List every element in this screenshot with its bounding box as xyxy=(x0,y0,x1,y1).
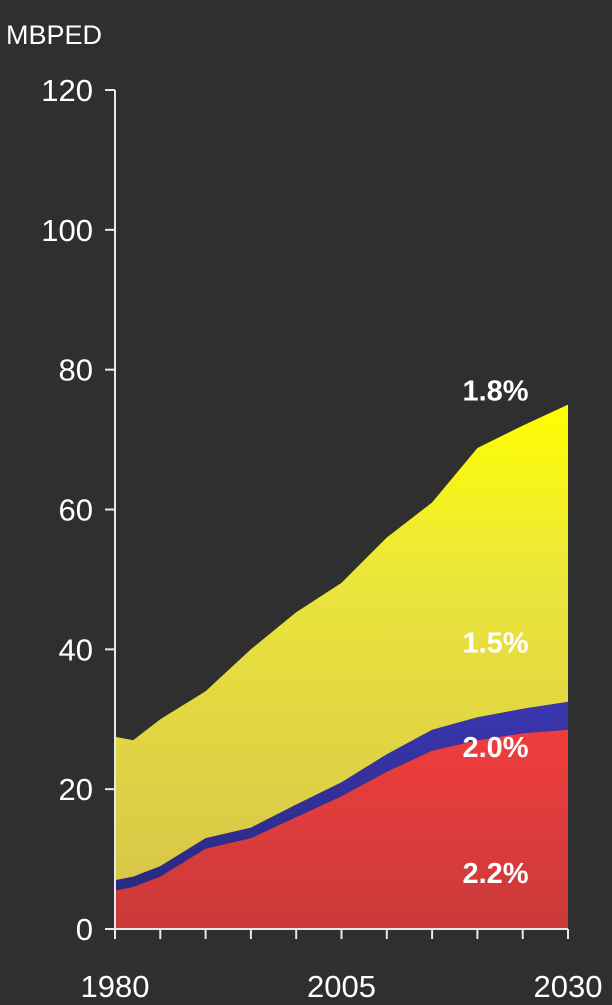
area-series-1 xyxy=(115,701,568,891)
y-unit-label: MBPED xyxy=(6,20,102,50)
y-tick-label: 60 xyxy=(59,493,93,528)
ticks-layer: 0 20 40 60 80 100 120 1980 2005 2030 xyxy=(41,73,602,1004)
area-series-0 xyxy=(115,729,568,929)
y-tick-label: 120 xyxy=(41,73,93,108)
series-blue-growth-label: 2.0% xyxy=(462,732,528,764)
y-tick-label: 0 xyxy=(76,912,93,947)
areas-layer xyxy=(115,404,568,929)
series-labels: 1.8% 1.5% 2.0% 2.2% xyxy=(462,376,528,890)
total-growth-label: 1.8% xyxy=(462,376,528,408)
y-tick-label: 100 xyxy=(41,213,93,248)
x-tick-label: 1980 xyxy=(81,969,150,1004)
series-red-growth-label: 2.2% xyxy=(462,858,528,890)
y-tick-label: 20 xyxy=(59,772,93,807)
x-tick-label: 2005 xyxy=(307,969,376,1004)
y-tick-label: 80 xyxy=(59,353,93,388)
x-tick-label: 2030 xyxy=(534,969,603,1004)
area-series-2 xyxy=(115,404,568,881)
series-yellow-growth-label: 1.5% xyxy=(462,627,528,659)
y-tick-label: 40 xyxy=(59,632,93,667)
